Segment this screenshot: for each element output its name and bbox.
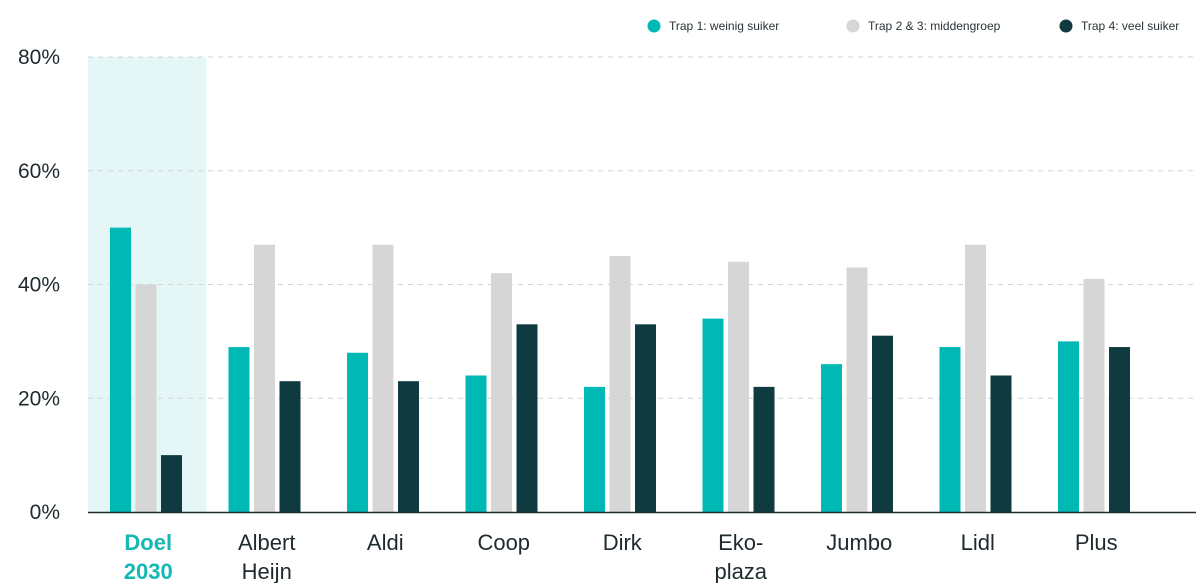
bar[interactable] [635, 324, 656, 512]
bar[interactable] [491, 273, 512, 512]
bar[interactable] [702, 318, 724, 512]
bar[interactable] [584, 386, 605, 512]
bar[interactable] [110, 227, 131, 512]
bar[interactable] [872, 335, 893, 512]
bar[interactable] [347, 352, 368, 512]
y-tick-label: 40% [18, 274, 60, 297]
x-tick-label: plaza [714, 559, 767, 583]
bar[interactable] [939, 347, 961, 512]
bar[interactable] [465, 375, 487, 513]
y-tick-label: 80% [18, 46, 60, 69]
bar[interactable] [398, 381, 419, 512]
x-tick-label: 2030 [124, 559, 173, 583]
y-tick-label: 0% [30, 501, 60, 524]
x-tick-label: Lidl [961, 530, 995, 555]
legend-swatch [1059, 19, 1073, 33]
bar[interactable] [728, 261, 749, 512]
bar[interactable] [1109, 347, 1130, 512]
bar[interactable] [279, 381, 301, 512]
bar[interactable] [965, 244, 986, 512]
bar[interactable] [161, 455, 182, 512]
legend-swatch [846, 19, 860, 33]
bar[interactable] [821, 364, 842, 512]
legend-swatch [647, 19, 661, 33]
legend-label: Trap 1: weinig suiker [669, 19, 779, 33]
x-tick-label: Coop [477, 530, 530, 555]
legend-label: Trap 4: veel suiker [1081, 19, 1179, 33]
legend-label: Trap 2 & 3: middengroep [868, 19, 1001, 33]
x-tick-label: Aldi [367, 530, 404, 555]
bar[interactable] [990, 375, 1012, 513]
x-tick-label: Dirk [603, 530, 643, 555]
x-tick-label: Heijn [242, 559, 292, 583]
x-tick-label: Jumbo [826, 530, 892, 555]
bar[interactable] [846, 267, 868, 512]
x-tick-label: Albert [238, 530, 295, 555]
bar[interactable] [254, 244, 275, 512]
bar[interactable] [1058, 341, 1079, 512]
bar[interactable] [228, 347, 250, 512]
bar[interactable] [753, 386, 775, 512]
y-tick-label: 60% [18, 160, 60, 183]
bar[interactable] [609, 256, 631, 512]
x-tick-label: Plus [1075, 530, 1118, 555]
x-tick-label: Eko- [718, 530, 763, 555]
x-tick-label: Doel [124, 530, 172, 555]
bar[interactable] [516, 324, 538, 512]
bar[interactable] [135, 284, 157, 513]
bar[interactable] [1083, 278, 1105, 512]
y-tick-label: 20% [18, 387, 60, 410]
bar[interactable] [372, 244, 394, 512]
